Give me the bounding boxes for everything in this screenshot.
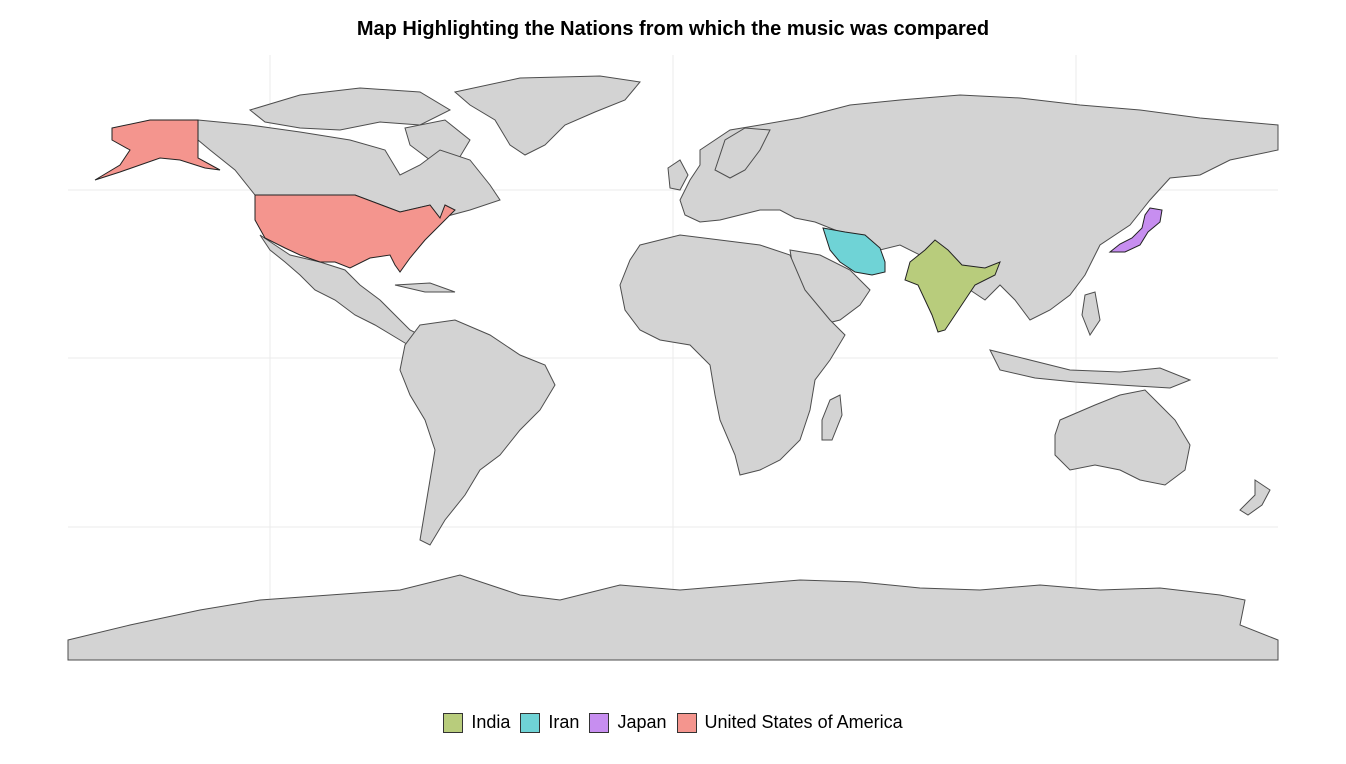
legend-item-india: India (443, 712, 510, 733)
arctic-islands-shape (248, 87, 452, 131)
new-zealand-shape (1239, 479, 1271, 516)
legend-label: India (471, 712, 511, 732)
legend-swatch-iran (520, 712, 541, 733)
map-title: Map Highlighting the Nations from which … (356, 18, 990, 40)
legend-label: Japan (617, 712, 667, 732)
antarctica-shape (67, 574, 1279, 661)
legend-item-usa: United States of America (676, 712, 903, 733)
greenland-shape (453, 75, 641, 156)
usa-shape (254, 194, 456, 273)
scandinavia-shape (714, 127, 771, 179)
legend: India Iran Japan United States of Americ… (0, 712, 1346, 733)
legend-swatch-japan (589, 712, 610, 733)
iran-shape (822, 227, 886, 276)
legend-label: Iran (548, 712, 580, 732)
australia-shape (1054, 389, 1191, 486)
japan-shape (1108, 207, 1163, 253)
legend-swatch-india (443, 712, 464, 733)
canada-shape (197, 119, 501, 219)
legend-label: United States of America (704, 712, 903, 732)
alaska-shape (94, 119, 221, 181)
africa-shape (619, 234, 846, 476)
legend-item-japan: Japan (589, 712, 667, 733)
uk-shape (667, 159, 689, 191)
cuba-shape (394, 282, 456, 293)
legend-item-iran: Iran (520, 712, 579, 733)
india-shape (904, 239, 1001, 333)
madagascar-shape (821, 394, 843, 441)
eurasia-shape (679, 94, 1279, 321)
philippines-shape (1081, 291, 1101, 337)
legend-swatch-usa (676, 712, 697, 733)
south-america-shape (399, 319, 556, 546)
indonesia-shape (989, 349, 1192, 389)
